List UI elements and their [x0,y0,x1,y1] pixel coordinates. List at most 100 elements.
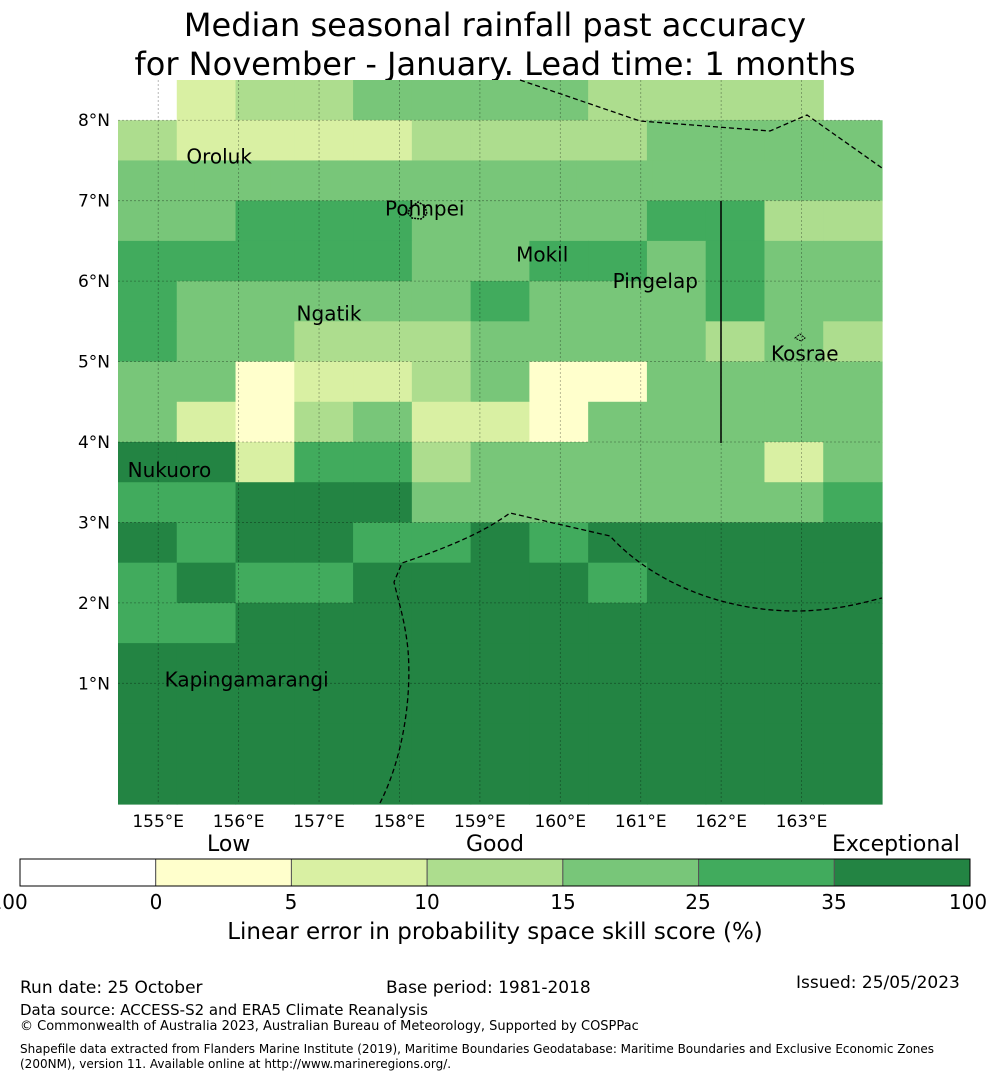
skill-cell [176,200,237,242]
base-period: Base period: 1981-2018 [386,978,591,998]
skill-cell [294,401,354,443]
skill-cell [705,281,766,322]
x-tick-label: 162°E [695,812,747,832]
skill-cell [176,763,237,805]
skill-cell [118,120,178,162]
skill-cell [588,602,648,644]
skill-cell [353,80,413,121]
skill-cell [823,723,883,765]
colorbar-tick: 100 [948,890,988,914]
x-tick-label: 158°E [374,812,426,832]
y-tick-label: 3°N [78,513,110,533]
skill-cell [235,80,295,121]
skill-cell [470,240,530,282]
place-label-oroluk: Oroluk [186,144,252,168]
skill-cell [764,401,824,443]
skill-cell [176,522,237,564]
skill-cell [118,160,195,202]
skill-cell [823,361,883,403]
issued-date: Issued: 25/05/2023 [796,973,960,993]
axis-labels: 155°E 156°E 157°E 158°E 159°E 160°E 161°E 162°E… [78,111,827,832]
skill-cell [411,281,472,322]
skill-cell [705,683,766,725]
y-tick-label: 2°N [78,594,110,614]
skill-cell [764,683,824,725]
skill-cell [823,562,883,604]
skill-cell [294,361,354,403]
colorbar-category-low: Low [207,832,251,857]
skill-cell [705,240,766,282]
map-title-line-2: for November - January. Lead time: 1 mon… [134,45,856,83]
skill-cell [176,562,237,604]
skill-cell [588,522,648,564]
skill-cell [764,281,824,322]
place-label-pohnpei: Pohnpei [385,197,465,221]
skill-cell [646,401,707,443]
skill-cell [646,602,707,644]
skill-cell [118,401,178,443]
skill-cell [529,281,589,322]
skill-cell [235,442,295,483]
skill-cell [294,723,354,765]
place-label-kosrae: Kosrae [771,342,839,366]
skill-cell [118,281,178,322]
skill-cell [411,562,472,604]
x-tick-label: 155°E [132,812,184,832]
colorbar-tick: 35 [821,890,847,914]
skill-cell [646,522,707,564]
skill-cell [823,442,883,483]
skill-cell [646,200,707,242]
skill-cell [294,442,354,483]
skill-cell [529,763,589,805]
skill-cell [529,442,589,483]
skill-cell [235,643,295,684]
skill-cell [529,240,589,282]
skill-cell [588,763,648,805]
skill-cell [235,602,295,644]
skill-cell [118,683,178,725]
map-title-line-1: Median seasonal rainfall past accuracy [183,6,807,44]
skill-cell [235,281,295,322]
skill-cell [411,240,472,282]
skill-cell [705,602,766,644]
skill-cell [529,120,589,162]
skill-cell [411,442,472,483]
skill-cell [294,763,354,805]
skill-cell [646,643,707,684]
y-tick-label: 6°N [78,272,110,292]
skill-cell [294,562,354,604]
skill-cell [529,522,589,564]
place-label-nukuoro: Nukuoro [128,458,212,482]
skill-cell [411,522,472,564]
skill-cell [353,281,413,322]
skill-cell [235,482,295,524]
skill-cell [646,562,707,604]
skill-cell [764,723,824,765]
skill-cell [470,442,530,483]
skill-cell [588,120,648,162]
skill-cell [705,482,766,524]
skill-cell [764,240,824,282]
skill-cell [529,683,589,725]
colorbar-tick: 15 [550,890,576,914]
skill-cell [353,602,413,644]
skill-cell [294,281,354,322]
skill-cell [705,763,766,805]
skill-cell [176,723,237,765]
skill-cell [353,401,413,443]
run-date: Run date: 25 October [20,978,203,998]
skill-cell [470,562,530,604]
skill-cell [823,763,883,805]
skill-cell [764,522,824,564]
colorbar-segment [562,858,700,887]
skill-cell [764,763,824,805]
skill-cell [588,200,648,242]
skill-cell [823,200,883,242]
skill-cell [646,683,707,725]
skill-cell [353,120,413,162]
colorbar-frame [19,858,971,887]
skill-cell [588,281,648,322]
skill-cell [588,482,648,524]
skill-cell [294,240,354,282]
